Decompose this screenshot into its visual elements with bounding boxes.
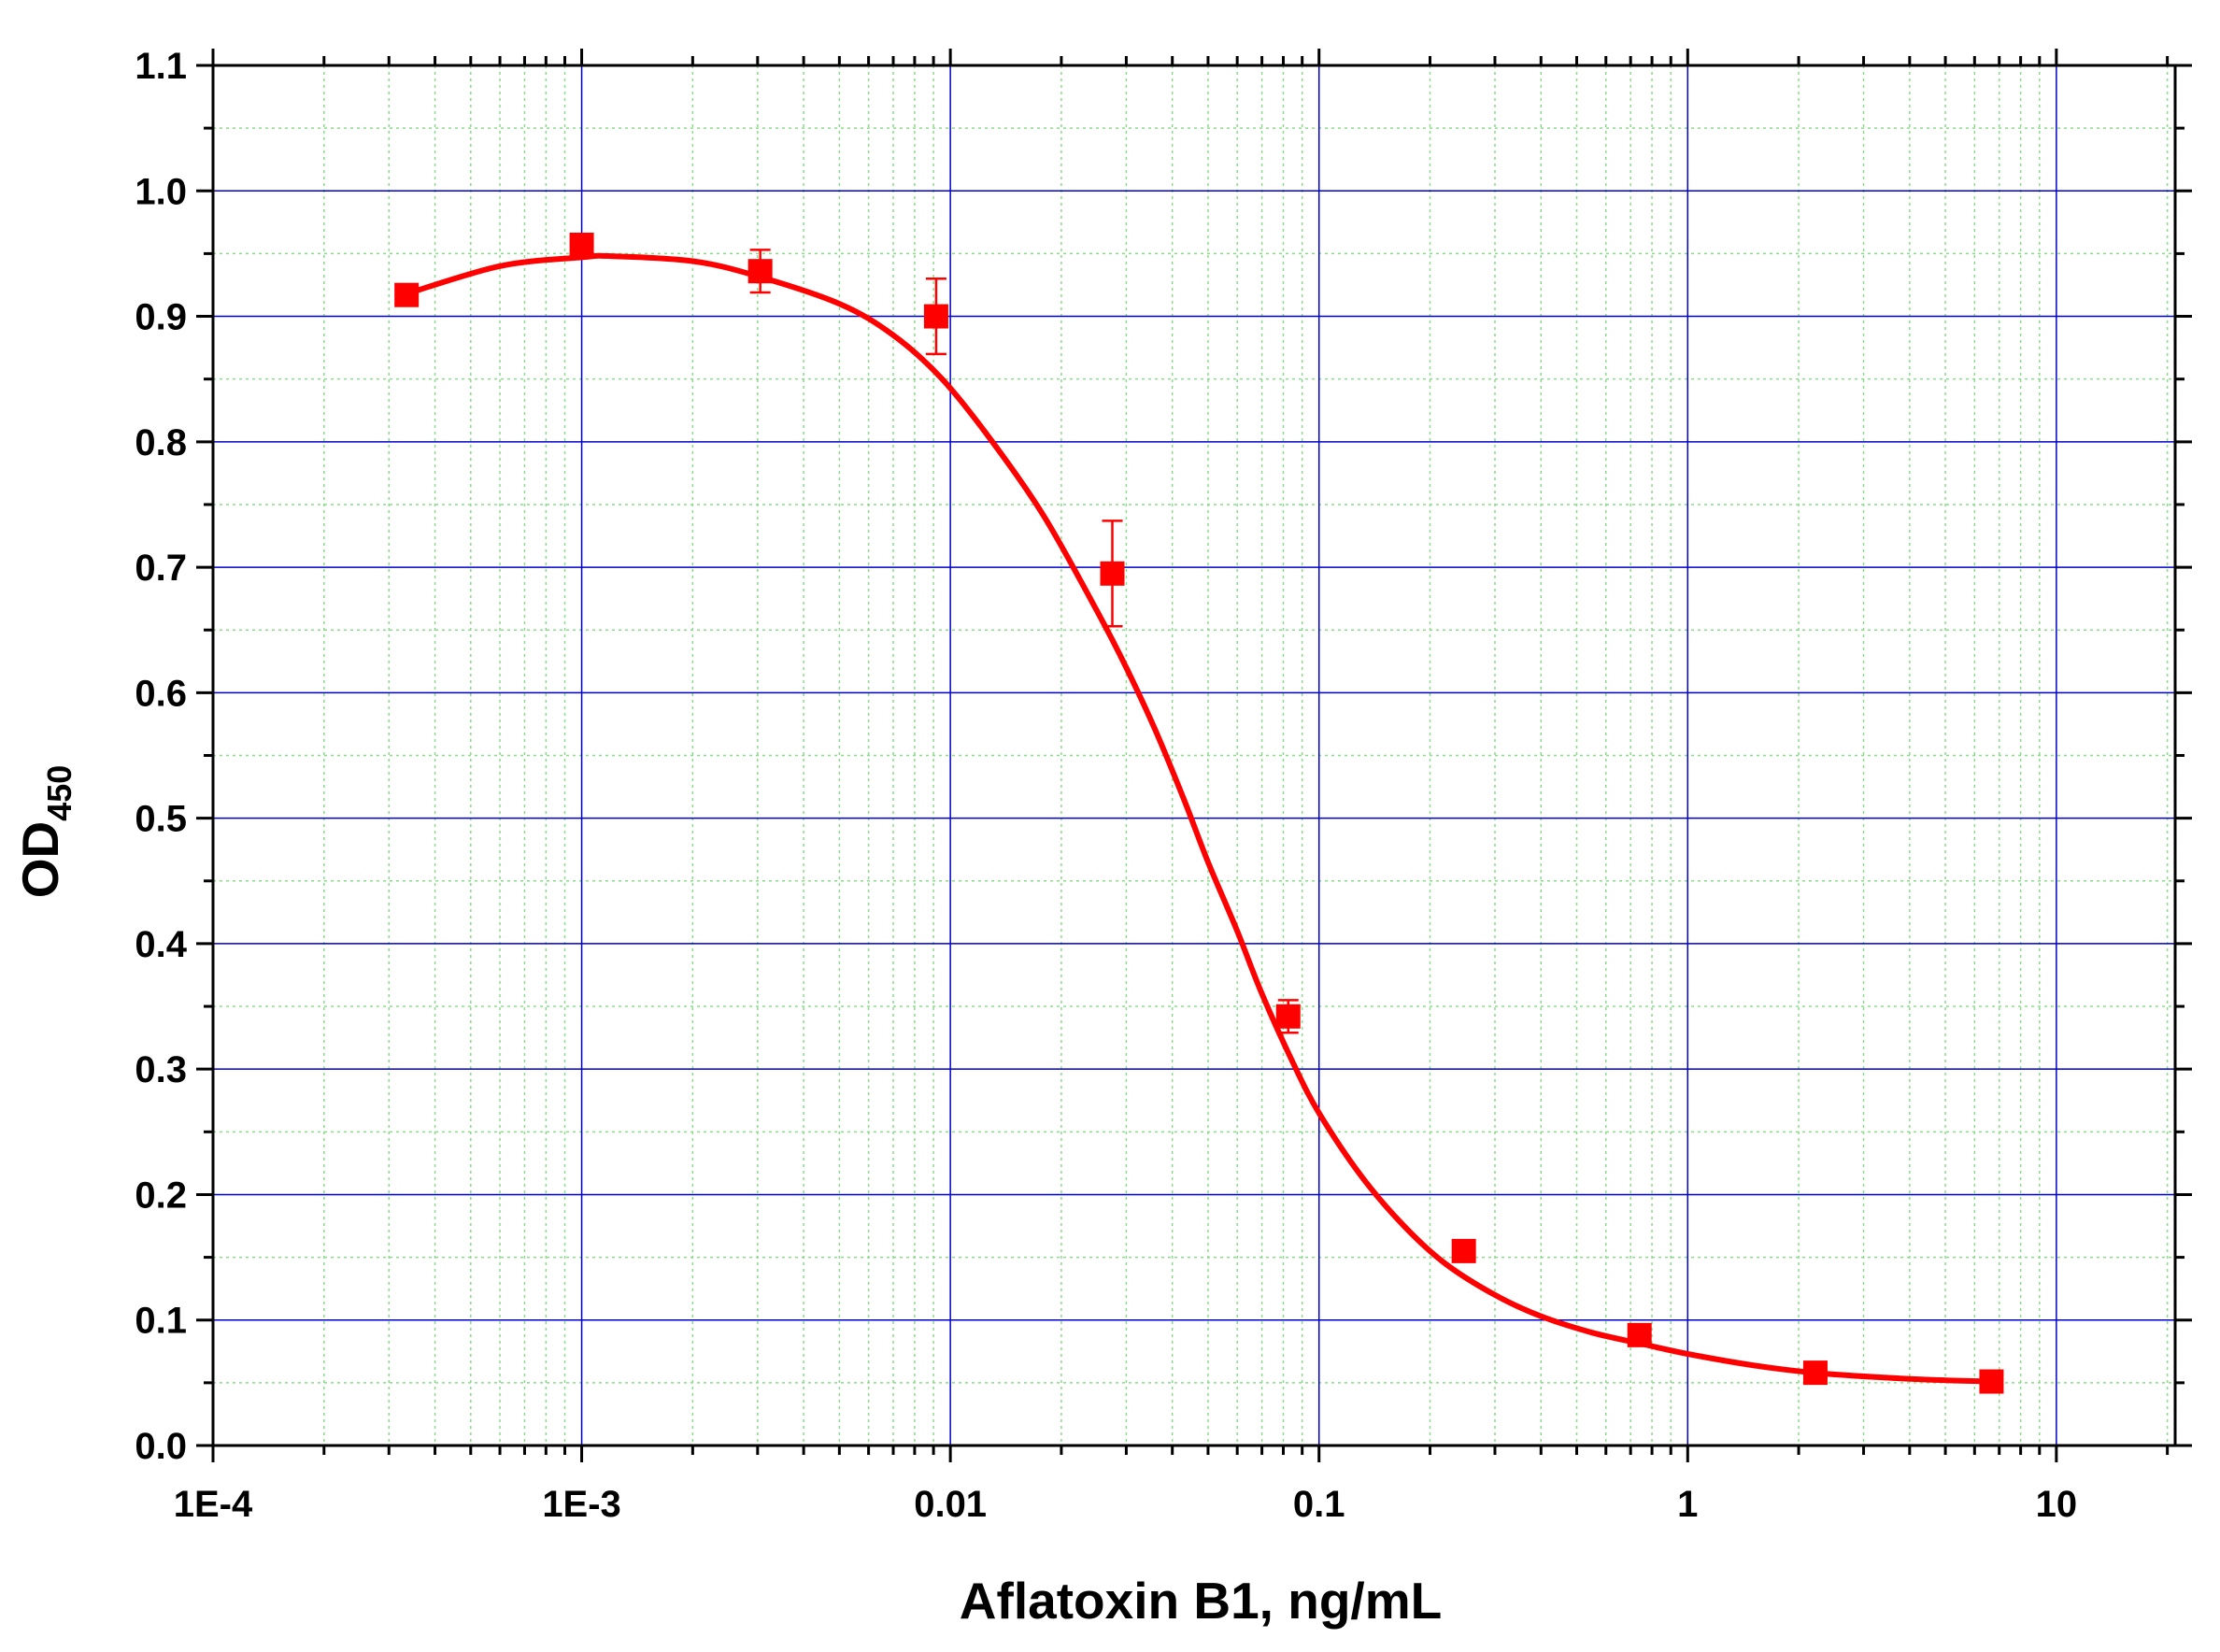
y-tick-label: 0.0 — [135, 1426, 187, 1467]
y-tick-label: 0.7 — [135, 548, 187, 589]
data-point — [1100, 561, 1125, 586]
x-tick-label: 0.1 — [1293, 1484, 1345, 1525]
x-tick-label: 1 — [1677, 1484, 1698, 1525]
axis-ticks — [196, 49, 2192, 1462]
data-point — [1802, 1360, 1828, 1386]
data-point — [923, 304, 948, 329]
y-axis-title: OD450 — [11, 765, 78, 899]
y-tick-label: 0.4 — [135, 924, 187, 965]
x-tick-label: 0.01 — [914, 1484, 987, 1525]
y-tick-labels: 0.0 0.1 0.2 0.3 0.4 0.5 0.6 0.7 0.8 0.9 1.0 1.1 — [135, 46, 187, 1467]
y-tick-label: 0.1 — [135, 1301, 187, 1342]
data-point — [747, 259, 773, 284]
y-tick-label: 0.3 — [135, 1049, 187, 1090]
y-axis-title-subscript: 450 — [40, 765, 78, 821]
y-axis-title-main: OD — [11, 821, 69, 899]
data-point — [394, 282, 420, 307]
y-tick-label: 0.2 — [135, 1175, 187, 1216]
x-tick-label: 10 — [2036, 1484, 2078, 1525]
data-point — [569, 233, 594, 258]
data-point — [1979, 1369, 2004, 1394]
y-tick-label: 1.1 — [135, 46, 187, 87]
y-tick-label: 0.8 — [135, 422, 187, 463]
data-point — [1451, 1238, 1476, 1263]
data-point — [1275, 1004, 1301, 1029]
major-grid — [213, 65, 2175, 1446]
data-points — [394, 233, 2004, 1394]
x-tick-labels: 1E-4 1E-3 0.01 0.1 1 10 — [174, 1484, 2077, 1525]
x-tick-label: 1E-3 — [542, 1484, 621, 1525]
y-tick-label: 0.9 — [135, 297, 187, 338]
minor-grid — [213, 65, 2175, 1446]
x-tick-label: 1E-4 — [174, 1484, 253, 1525]
y-tick-label: 0.6 — [135, 673, 187, 714]
data-point — [1627, 1322, 1652, 1347]
y-tick-label: 0.5 — [135, 799, 187, 840]
y-tick-label: 1.0 — [135, 171, 187, 212]
x-axis-title: Aflatoxin B1, ng/mL — [960, 1572, 1442, 1630]
